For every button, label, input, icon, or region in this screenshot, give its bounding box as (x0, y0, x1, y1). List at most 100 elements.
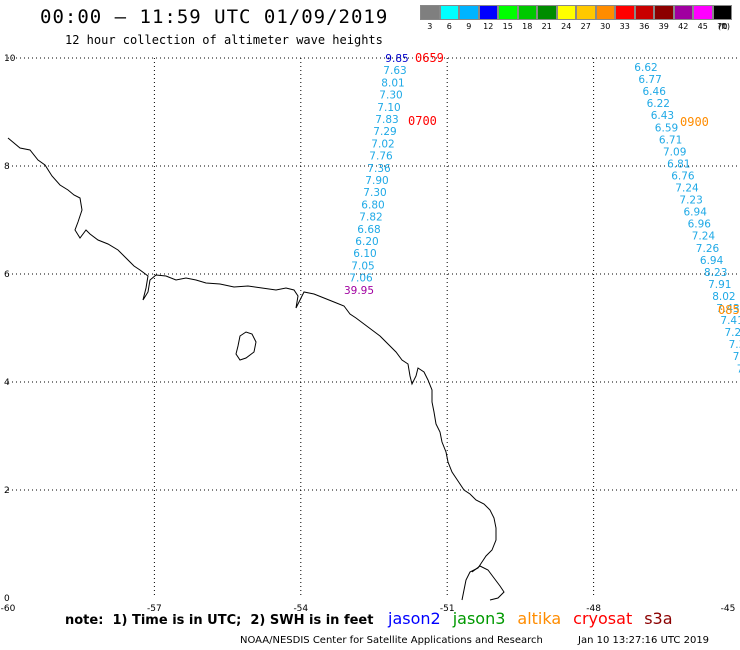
x-tick-label: -60 (1, 604, 16, 614)
wave-height-value: 7.24 (692, 231, 716, 243)
legend-swatch (576, 5, 596, 20)
legend-bin: 6 (439, 5, 459, 31)
y-tick-label: 6 (4, 270, 10, 280)
x-tick-label: -45 (721, 604, 736, 614)
wave-height-value: 7.05 (351, 260, 374, 272)
wave-height-value: 7.06 (349, 273, 373, 285)
wave-height-value: 7.90 (365, 175, 388, 187)
legend-label: 33 (619, 22, 630, 31)
legend-label: 18 (522, 22, 533, 31)
legend-swatch (712, 5, 732, 20)
pass-time-label: 085 (718, 303, 740, 317)
y-tick-label: 8 (4, 162, 10, 172)
wave-height-value: 7.02 (371, 138, 394, 150)
wave-height-value: 6.22 (647, 98, 670, 110)
legend-swatch (615, 5, 635, 20)
legend-swatch (420, 5, 440, 20)
wave-height-value: 6.71 (659, 134, 682, 146)
satellite-name: s3a (644, 609, 673, 628)
generated-timestamp: Jan 10 13:27:16 UTC 2019 (578, 635, 710, 646)
wave-height-value: 6.96 (688, 219, 712, 231)
y-tick-label: 2 (4, 486, 10, 496)
wave-height-value: 6.10 (353, 248, 376, 260)
wave-height-value: 7.30 (379, 90, 402, 102)
legend-swatch (439, 5, 459, 20)
legend-label: 15 (502, 22, 513, 31)
legend-label: 12 (483, 22, 494, 31)
x-tick-label: -54 (293, 604, 308, 614)
legend-bin: 70 (712, 5, 732, 31)
wave-height-value: 39.95 (344, 285, 374, 297)
wave-height-value: 6.68 (357, 224, 380, 236)
wave-height-value: 6.20 (355, 236, 378, 248)
legend-swatch (537, 5, 557, 20)
wave-height-value: 8.01 (381, 77, 404, 89)
pass-time-label: 0900 (680, 115, 709, 129)
legend-swatch (478, 5, 498, 20)
legend-label: 3 (427, 22, 433, 31)
legend-bin: 3 (420, 5, 440, 31)
legend-bin: 21 (537, 5, 557, 31)
x-tick-label: -51 (440, 604, 455, 614)
wave-height-value: 9.85 (385, 53, 408, 65)
wave-height-value: 7.63 (383, 65, 406, 77)
legend-bin: 27 (576, 5, 596, 31)
legend-label: 27 (580, 22, 591, 31)
wave-height-value: 6.94 (684, 207, 708, 219)
pass-time-label: 0659 (415, 51, 444, 65)
island-path (235, 331, 257, 361)
y-tick-label: 0 (4, 594, 10, 604)
wave-height-value: 7.30 (363, 187, 386, 199)
wave-height-value: 6.76 (671, 170, 695, 182)
wave-height-value: 7.82 (359, 212, 382, 224)
legend-unit: (ft) (718, 22, 731, 31)
legend-bin: 12 (478, 5, 498, 31)
wave-height-value: 7.10 (377, 102, 400, 114)
legend-bin: 36 (634, 5, 654, 31)
wave-height-value: 7.24 (675, 183, 699, 195)
wave-height-value: 7.91 (708, 279, 731, 291)
y-tick-label: 4 (4, 378, 10, 388)
delta-path (471, 565, 505, 601)
wave-height-value: 6.46 (643, 86, 667, 98)
legend-swatch (673, 5, 693, 20)
legend-swatch (693, 5, 713, 20)
legend-bin: 30 (595, 5, 615, 31)
pass-time-label: 0700 (408, 114, 437, 128)
legend-swatch (556, 5, 576, 20)
coastline (7, 137, 505, 601)
wave-height-value: 6.77 (638, 74, 661, 86)
wave-height-value: 7.83 (375, 114, 398, 126)
satellite-name: cryosat (573, 609, 633, 628)
legend-label: 6 (446, 22, 452, 31)
legend-bin: 42 (673, 5, 693, 31)
wave-height-value: 7.06 (733, 351, 740, 363)
wave-height-value: 7.41 (720, 315, 740, 327)
legend-bin: 39 (654, 5, 674, 31)
satellite-name: altika (517, 609, 562, 628)
legend-bin: 33 (615, 5, 635, 31)
altimeter-tracks: 9.857.638.017.307.107.837.297.027.767.36… (344, 51, 740, 375)
credit-line: NOAA/NESDIS Center for Satellite Applica… (240, 635, 543, 646)
legend-swatch (498, 5, 518, 20)
wave-height-value: 7.43 (716, 303, 739, 315)
wave-height-value: 7.76 (369, 151, 393, 163)
satellite-name: jason2 (388, 609, 441, 628)
wave-height-value: 7.23 (679, 195, 702, 207)
coastline-path (7, 137, 497, 601)
legend-bin: 24 (556, 5, 576, 31)
wave-height-value: 7.09 (663, 146, 686, 158)
legend-bin: 15 (498, 5, 518, 31)
legend-swatch (654, 5, 674, 20)
wave-height-value: 7.26 (696, 243, 720, 255)
legend-label: 70 (717, 22, 728, 31)
legend-bin: 9 (459, 5, 479, 31)
wave-height-value: 8.02 (712, 291, 735, 303)
legend-label: 36 (639, 22, 650, 31)
wave-height-value: 6.59 (655, 122, 678, 134)
page-title: 00:00 — 11:59 UTC 01/09/2019 (40, 6, 389, 28)
wave-height-value: 7.33 (729, 339, 740, 351)
wave-height-value: 7.36 (367, 163, 391, 175)
legend-label: 45 (697, 22, 708, 31)
